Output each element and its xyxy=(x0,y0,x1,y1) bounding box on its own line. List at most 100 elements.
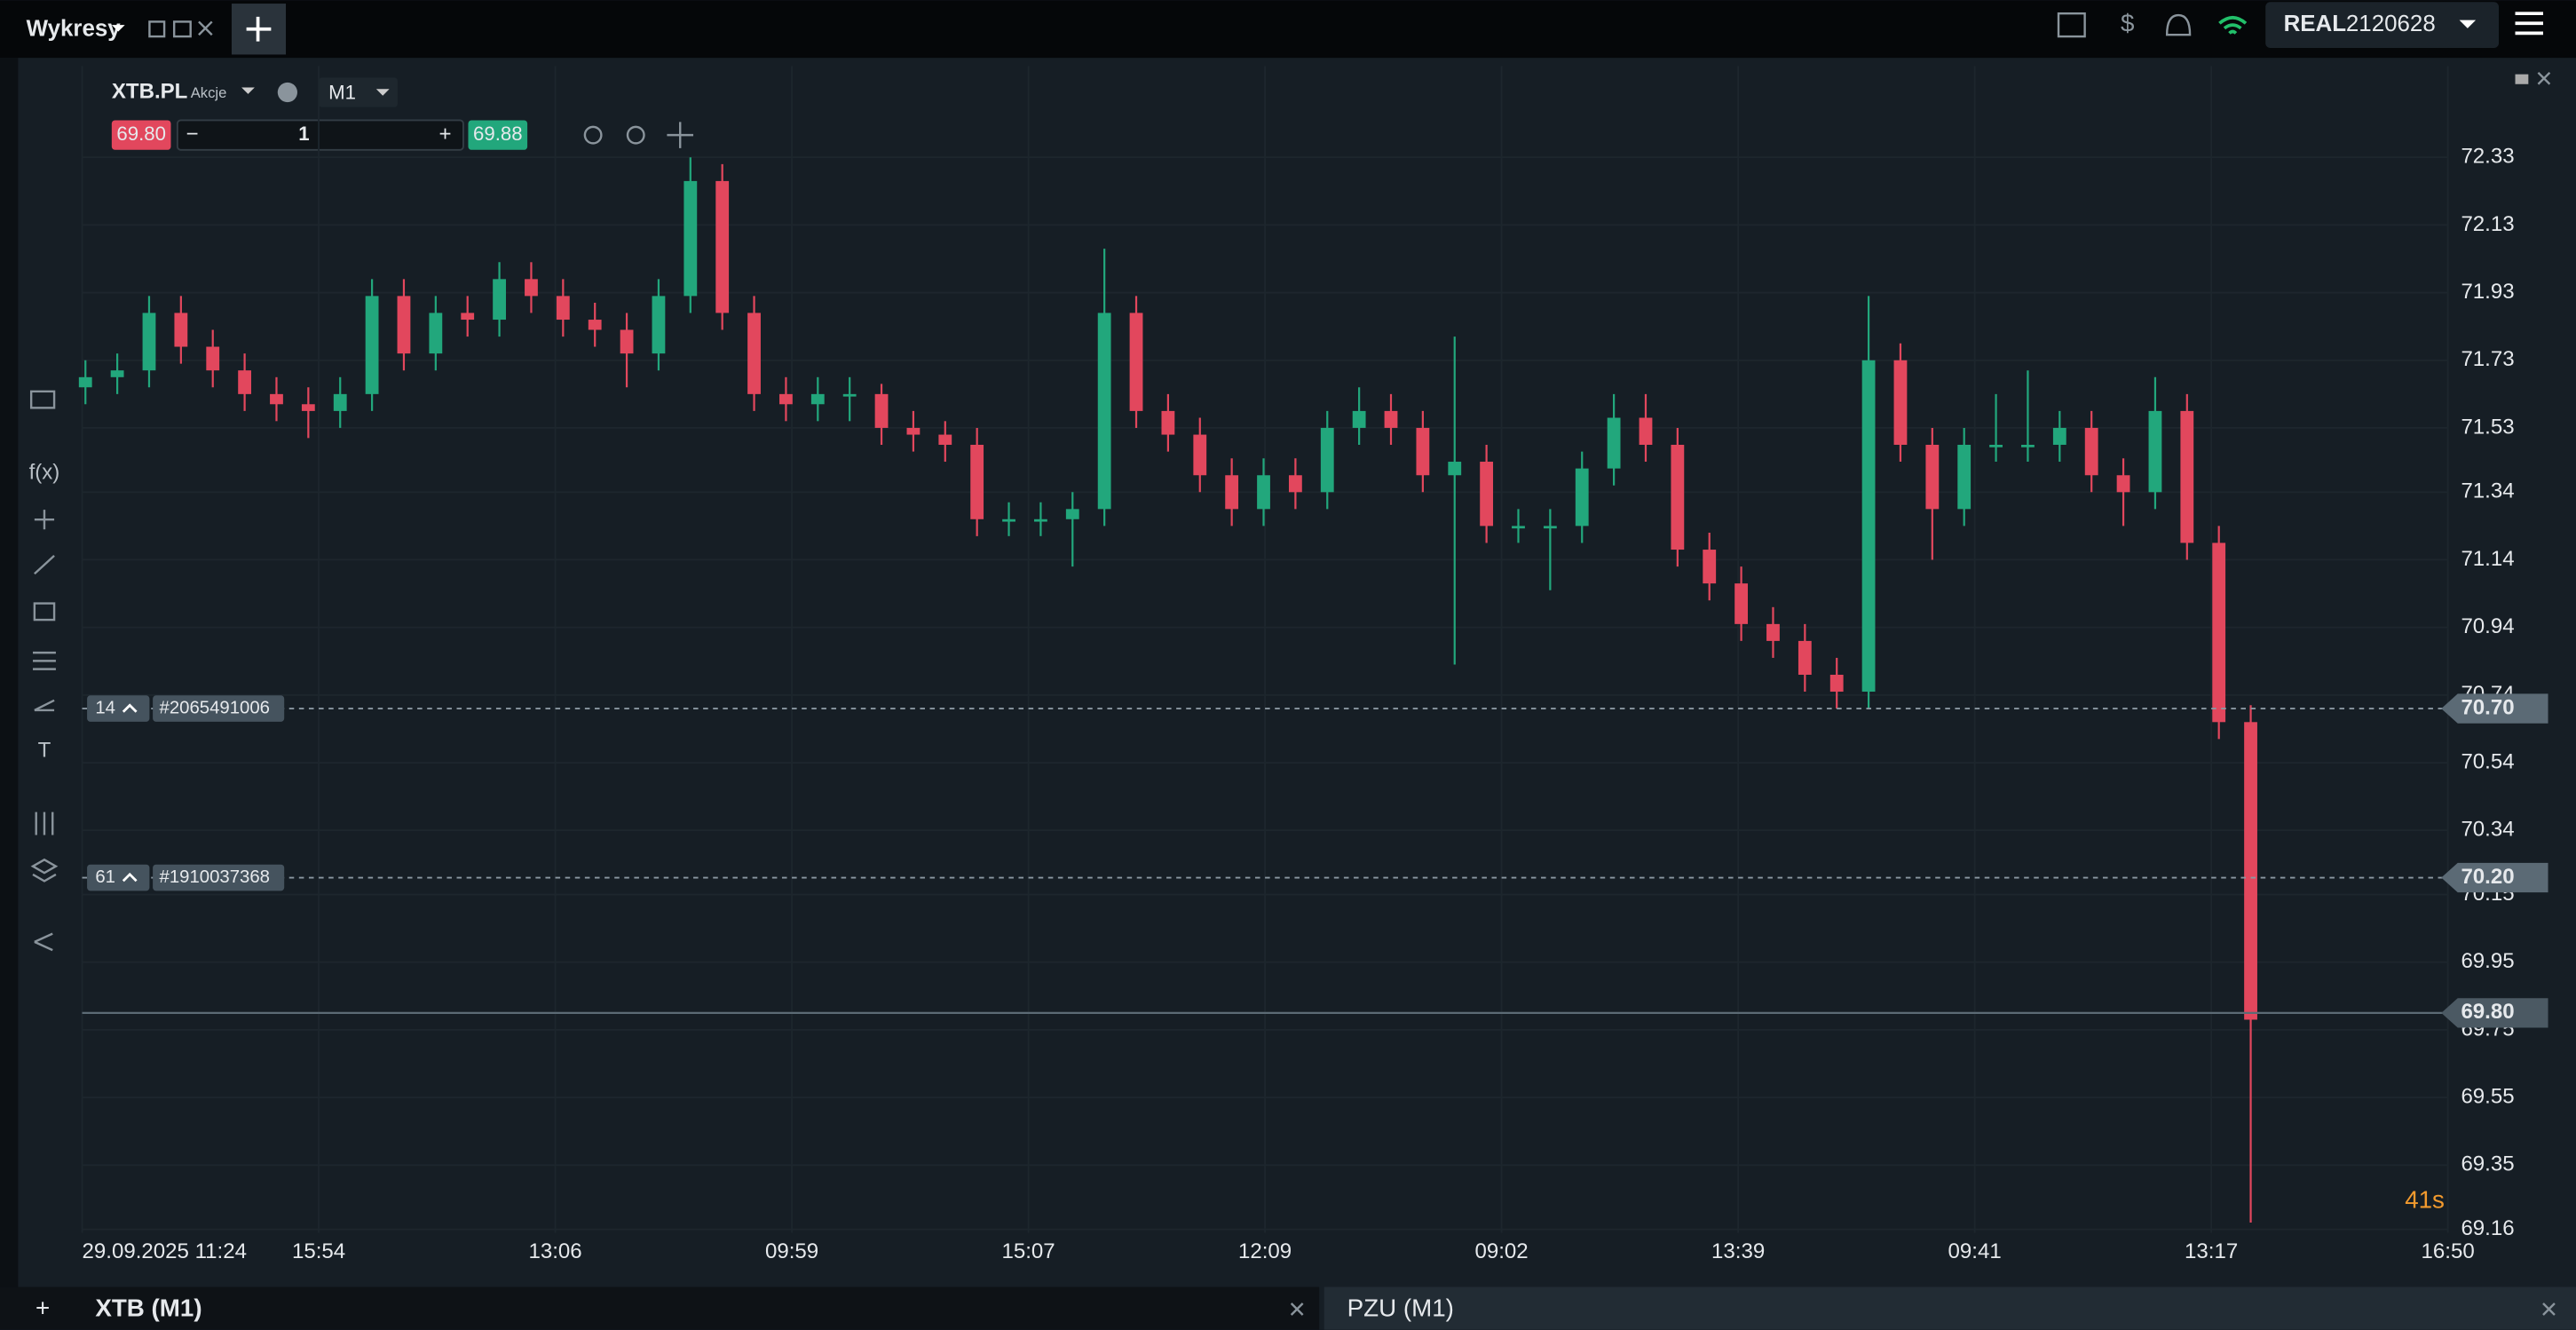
candle-body xyxy=(1065,509,1079,519)
candle-body xyxy=(2180,410,2194,543)
y-tick-label: 69.55 xyxy=(2461,1084,2514,1108)
y-tick-label: 71.73 xyxy=(2461,347,2514,371)
x-tick-label: 15:54 xyxy=(292,1239,345,1263)
candle-body xyxy=(429,313,443,354)
account-number: 2120628 xyxy=(2346,12,2436,36)
candle-body xyxy=(747,313,761,394)
candle-body xyxy=(556,296,570,321)
price-tag-label: 69.80 xyxy=(2461,1000,2514,1024)
tool[interactable]: f(x) xyxy=(29,461,60,485)
candle-body xyxy=(174,313,188,347)
candle-body xyxy=(1671,444,1685,550)
new-tab[interactable]: + xyxy=(36,1294,50,1322)
tool[interactable] xyxy=(33,602,56,621)
candle-body xyxy=(78,376,92,388)
candle-body xyxy=(333,393,347,411)
tool[interactable] xyxy=(33,651,56,670)
minus[interactable]: − xyxy=(186,122,199,146)
caret xyxy=(111,25,125,32)
candle-body xyxy=(2212,542,2226,723)
candle-body xyxy=(1097,313,1111,510)
tool[interactable]: T xyxy=(38,739,51,763)
zoom-out[interactable] xyxy=(583,125,603,145)
x-tick-label: 09:59 xyxy=(765,1239,818,1263)
y-tick-label: 70.54 xyxy=(2461,749,2514,773)
tool[interactable] xyxy=(29,390,56,409)
tool[interactable] xyxy=(34,555,55,575)
candle-body xyxy=(1798,640,1812,675)
candle-body xyxy=(715,180,730,313)
tool[interactable] xyxy=(35,811,54,835)
tool[interactable] xyxy=(30,858,59,883)
candle-body xyxy=(1225,475,1239,510)
caret xyxy=(375,89,390,96)
tab[interactable] xyxy=(1324,1286,2576,1330)
info[interactable] xyxy=(277,82,297,103)
plot: 29.09.2025 11:24 15:54 13:06 09:59 15:07 12:0… xyxy=(78,66,2548,1263)
candle-body xyxy=(270,393,283,405)
y-tick-label: 71.53 xyxy=(2461,415,2514,439)
icon[interactable] xyxy=(148,20,166,38)
price-tag xyxy=(2441,693,2548,724)
minimize[interactable] xyxy=(2515,74,2529,84)
candle-body xyxy=(525,279,538,297)
order-qty: 14 xyxy=(95,698,115,717)
signal xyxy=(2218,15,2248,35)
move[interactable] xyxy=(667,122,694,148)
candle-body xyxy=(301,404,315,411)
buy-button[interactable] xyxy=(468,120,528,150)
candle-body xyxy=(1288,475,1302,493)
candle-body xyxy=(1957,444,1972,510)
close-tab[interactable] xyxy=(2542,1302,2556,1316)
symbol[interactable]: XTB.PL xyxy=(112,79,188,103)
y-tick-label: 72.13 xyxy=(2461,212,2514,236)
menu[interactable]: Wykresy xyxy=(27,17,122,42)
sell-button[interactable] xyxy=(111,120,171,150)
tab[interactable] xyxy=(0,1286,1320,1330)
icon[interactable] xyxy=(2057,12,2086,38)
candle-body xyxy=(493,279,506,321)
left-edge xyxy=(0,58,19,1287)
close-icon[interactable] xyxy=(198,20,213,36)
candle-body xyxy=(1734,583,1748,624)
interval-box[interactable] xyxy=(319,77,398,107)
candle-body xyxy=(461,313,475,321)
order-id-box xyxy=(153,864,285,891)
candle-body xyxy=(238,370,252,394)
candle-body xyxy=(2021,444,2035,447)
icon[interactable]: $ xyxy=(2121,9,2134,36)
candle-body xyxy=(365,296,379,394)
plus xyxy=(246,16,272,42)
volume-box[interactable] xyxy=(176,119,464,151)
bell[interactable] xyxy=(2165,13,2192,36)
buy-price: 69.88 xyxy=(473,123,523,145)
candle-body xyxy=(142,313,156,371)
candle-body xyxy=(1703,550,1717,584)
chevron xyxy=(122,872,138,883)
candle-body xyxy=(1002,519,1015,522)
candle-body xyxy=(1766,623,1780,641)
chevron xyxy=(122,703,138,713)
candle-body xyxy=(1989,444,2003,447)
candle-body xyxy=(2052,427,2066,445)
account[interactable] xyxy=(2265,2,2500,49)
plus[interactable]: + xyxy=(439,122,452,146)
tool[interactable] xyxy=(34,699,55,712)
tool[interactable] xyxy=(34,932,53,952)
zoom-in[interactable] xyxy=(626,125,645,145)
x-tick-label: 09:02 xyxy=(1475,1239,1529,1263)
candle-body xyxy=(1257,475,1270,510)
candle-body xyxy=(1607,417,1621,469)
menu-icon[interactable] xyxy=(2515,12,2543,36)
close[interactable] xyxy=(2537,71,2551,85)
candle-body xyxy=(2084,427,2098,476)
x-tick-label: 09:41 xyxy=(1948,1239,2002,1263)
candle-body xyxy=(2116,475,2130,493)
caret xyxy=(2459,20,2477,28)
icon[interactable] xyxy=(172,20,192,38)
y-tick-label: 69.95 xyxy=(2461,949,2514,973)
close-tab[interactable] xyxy=(1290,1302,1304,1316)
candle-body xyxy=(1161,410,1175,435)
tool[interactable] xyxy=(34,510,55,530)
